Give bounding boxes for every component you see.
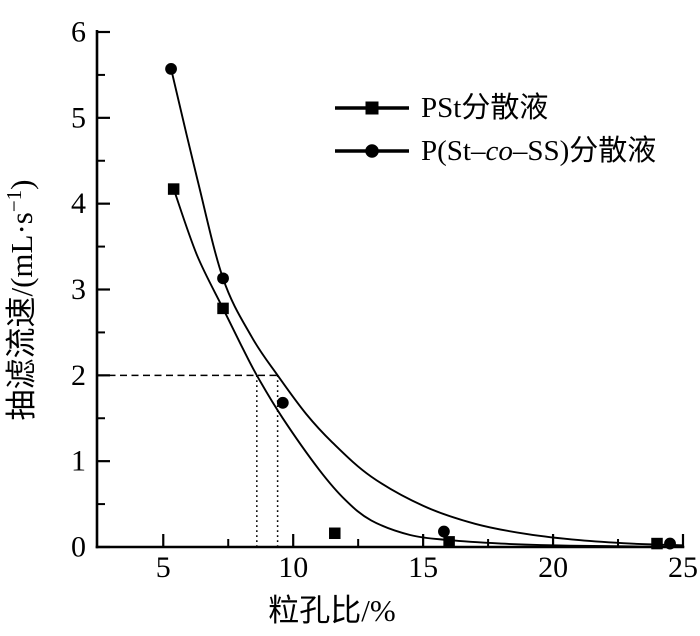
legend-item-pst-co-ss: P(St–co–SS)分散液	[335, 134, 656, 167]
data-point-pst	[651, 537, 663, 550]
fit-curve-pst-co-ss	[170, 68, 684, 547]
x-tick-label: 15	[408, 551, 438, 584]
axes: 0 1 2 3 4 5 6 5 10 15 20 25	[71, 16, 698, 585]
data-point-pst-co-ss	[276, 396, 289, 409]
data-point-pst-co-ss	[165, 63, 177, 75]
data-point-pst	[329, 527, 341, 540]
x-tick-label: 10	[278, 551, 308, 584]
y-tick-label: 5	[71, 101, 86, 134]
legend: PSt分散液 P(St–co–SS)分散液	[335, 91, 656, 167]
y-tick-label: 0	[71, 531, 86, 564]
y-tick-label: 6	[71, 16, 86, 49]
x-tick-label: 20	[538, 551, 568, 584]
legend-marker-square	[365, 101, 379, 115]
y-axis-title: 抽滤流速/(mL·s−1)	[2, 179, 39, 420]
data-point-pst-co-ss	[438, 525, 450, 538]
legend-marker-circle	[365, 144, 379, 158]
y-tick-label: 3	[71, 273, 86, 306]
x-axis-title: 粒孔比/%	[268, 593, 395, 628]
legend-label: PSt分散液	[421, 91, 548, 124]
x-tick-label: 5	[156, 551, 171, 584]
series-pst	[167, 183, 684, 550]
data-point-pst	[443, 536, 455, 548]
y-tick-label: 4	[71, 187, 86, 220]
series-pst-co-ss	[165, 63, 684, 550]
fit-curve-pst	[172, 188, 684, 548]
data-point-pst	[217, 302, 229, 315]
guide-lines	[97, 374, 279, 547]
y-tick-label: 1	[71, 445, 86, 478]
data-point-pst-co-ss	[217, 272, 229, 285]
y-tick-label: 2	[71, 359, 86, 392]
data-point-pst	[167, 183, 180, 195]
x-tick-label: 25	[668, 551, 698, 584]
legend-label: P(St–co–SS)分散液	[421, 134, 656, 167]
legend-item-pst: PSt分散液	[335, 91, 548, 124]
